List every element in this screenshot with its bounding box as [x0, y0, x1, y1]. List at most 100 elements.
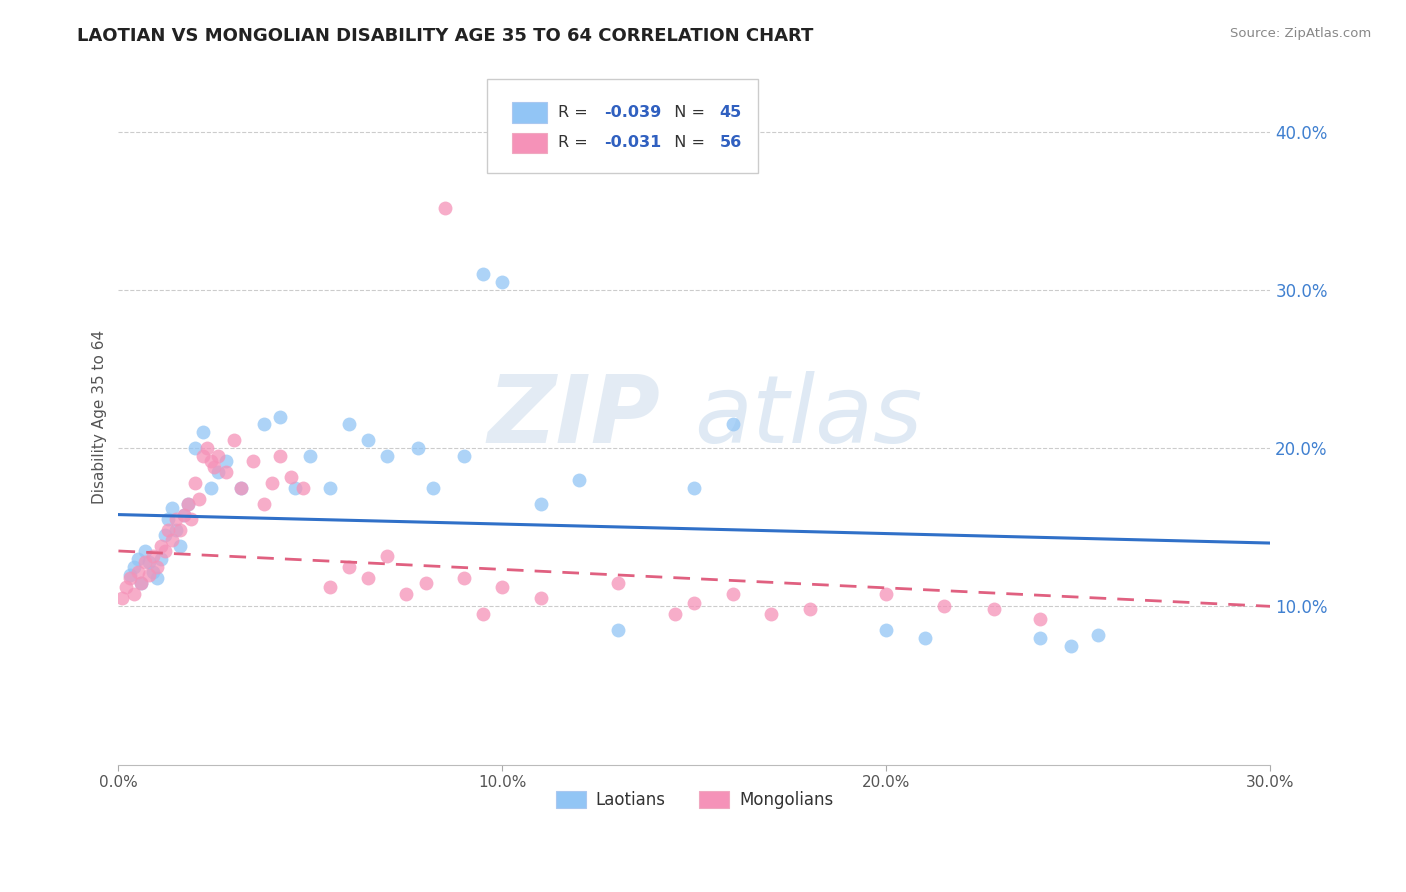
Point: [111, 591, 134, 606]
Point: [169, 539, 191, 553]
Point: [395, 587, 418, 601]
Point: [453, 449, 475, 463]
Point: [115, 580, 138, 594]
Point: [253, 496, 276, 510]
Point: [169, 524, 191, 538]
Point: [127, 552, 149, 566]
Text: -0.039: -0.039: [605, 105, 662, 120]
Point: [165, 512, 187, 526]
Point: [176, 496, 198, 510]
Point: [131, 575, 153, 590]
Point: [799, 602, 821, 616]
Point: [337, 559, 360, 574]
Point: [127, 565, 149, 579]
Point: [173, 508, 195, 522]
Text: R =: R =: [558, 105, 593, 120]
Point: [875, 587, 897, 601]
Text: ZIP: ZIP: [486, 370, 659, 463]
Point: [191, 425, 214, 440]
Point: [134, 555, 156, 569]
Point: [134, 544, 156, 558]
Point: [260, 475, 283, 490]
Text: R =: R =: [558, 136, 593, 151]
Text: LAOTIAN VS MONGOLIAN DISABILITY AGE 35 TO 64 CORRELATION CHART: LAOTIAN VS MONGOLIAN DISABILITY AGE 35 T…: [77, 27, 814, 45]
Point: [1029, 631, 1052, 645]
Text: N =: N =: [665, 136, 710, 151]
Point: [149, 552, 172, 566]
Point: [375, 449, 398, 463]
Point: [242, 454, 264, 468]
Point: [932, 599, 955, 614]
Point: [138, 567, 160, 582]
Point: [157, 524, 180, 538]
FancyBboxPatch shape: [512, 102, 547, 123]
Point: [357, 434, 380, 448]
Point: [146, 559, 169, 574]
Point: [472, 607, 495, 622]
Point: [146, 571, 169, 585]
Point: [122, 559, 145, 574]
Point: [1060, 639, 1083, 653]
Point: [375, 549, 398, 563]
Point: [284, 481, 307, 495]
Point: [118, 571, 141, 585]
Point: [200, 454, 222, 468]
Y-axis label: Disability Age 35 to 64: Disability Age 35 to 64: [93, 329, 107, 504]
Point: [406, 441, 429, 455]
Point: [207, 465, 229, 479]
Point: [721, 587, 744, 601]
Point: [530, 496, 553, 510]
Point: [204, 460, 226, 475]
Point: [318, 481, 340, 495]
Point: [683, 596, 706, 610]
Point: [415, 575, 437, 590]
Point: [721, 417, 744, 432]
Point: [188, 491, 211, 506]
Point: [606, 623, 628, 637]
Point: [983, 602, 1005, 616]
Point: [253, 417, 276, 432]
Point: [142, 549, 165, 563]
Point: [269, 409, 291, 424]
Point: [207, 449, 229, 463]
FancyBboxPatch shape: [512, 133, 547, 153]
Text: atlas: atlas: [695, 371, 922, 462]
Point: [191, 449, 214, 463]
FancyBboxPatch shape: [486, 79, 758, 173]
Point: [568, 473, 591, 487]
Legend: Laotians, Mongolians: Laotians, Mongolians: [548, 784, 839, 815]
Point: [176, 496, 198, 510]
Point: [195, 441, 218, 455]
Point: [299, 449, 322, 463]
Text: -0.031: -0.031: [605, 136, 662, 151]
Point: [157, 512, 180, 526]
Point: [291, 481, 314, 495]
Point: [337, 417, 360, 432]
Point: [184, 475, 207, 490]
Point: [200, 481, 222, 495]
Point: [761, 607, 783, 622]
Point: [118, 567, 141, 582]
Point: [149, 539, 172, 553]
Point: [875, 623, 897, 637]
Point: [231, 481, 253, 495]
Point: [184, 441, 207, 455]
Point: [280, 469, 302, 483]
Point: [173, 508, 195, 522]
Point: [180, 512, 202, 526]
Point: [215, 465, 238, 479]
Point: [160, 501, 183, 516]
Point: [453, 571, 475, 585]
Point: [231, 481, 253, 495]
Point: [683, 481, 706, 495]
Text: N =: N =: [665, 105, 710, 120]
Point: [153, 544, 176, 558]
Text: Source: ZipAtlas.com: Source: ZipAtlas.com: [1230, 27, 1371, 40]
Point: [1087, 628, 1109, 642]
Point: [318, 580, 340, 594]
Point: [472, 267, 495, 281]
Point: [160, 533, 183, 547]
Point: [269, 449, 291, 463]
Point: [491, 580, 513, 594]
Point: [165, 524, 187, 538]
